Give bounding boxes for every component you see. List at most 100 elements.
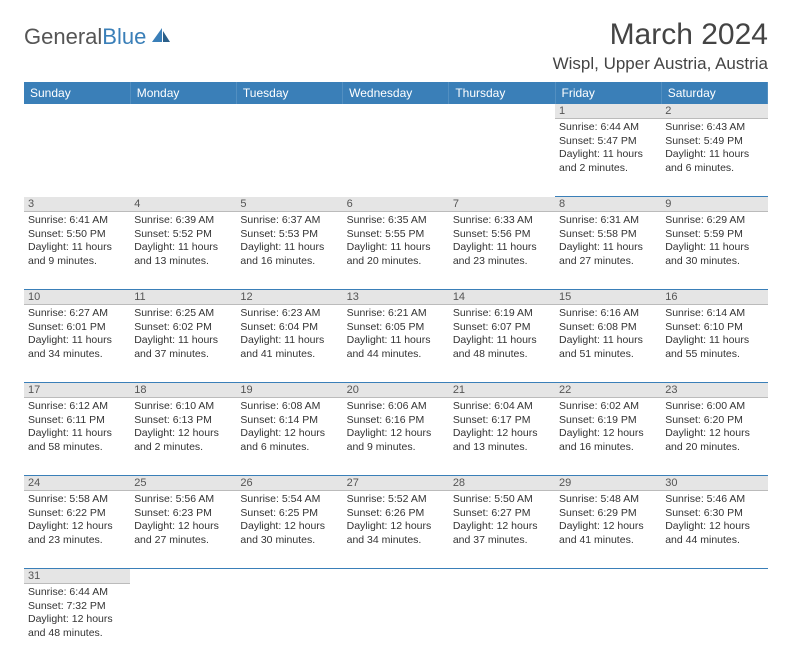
cell-line-day1: Daylight: 11 hours	[28, 427, 126, 441]
cell-content: Sunrise: 6:44 AMSunset: 7:32 PMDaylight:…	[24, 584, 130, 645]
cell-line-day1: Daylight: 12 hours	[28, 613, 126, 627]
cell-line-sunset: Sunset: 6:07 PM	[453, 321, 551, 335]
cell-line-sunrise: Sunrise: 6:04 AM	[453, 400, 551, 414]
cell-line-sunrise: Sunrise: 6:41 AM	[28, 214, 126, 228]
logo-general: General	[24, 24, 102, 49]
cell-line-sunrise: Sunrise: 6:02 AM	[559, 400, 657, 414]
cell-line-sunrise: Sunrise: 6:31 AM	[559, 214, 657, 228]
calendar-cell: Sunrise: 6:29 AMSunset: 5:59 PMDaylight:…	[661, 212, 767, 290]
cell-content: Sunrise: 6:41 AMSunset: 5:50 PMDaylight:…	[24, 212, 130, 273]
cell-line-day1: Daylight: 12 hours	[453, 520, 551, 534]
day-number: 27	[343, 476, 449, 491]
cell-line-day1: Daylight: 12 hours	[347, 427, 445, 441]
cell-line-sunset: Sunset: 6:04 PM	[240, 321, 338, 335]
cell-line-sunrise: Sunrise: 6:35 AM	[347, 214, 445, 228]
cell-line-day2: and 58 minutes.	[28, 441, 126, 455]
cell-line-day2: and 23 minutes.	[28, 534, 126, 548]
header: GeneralBlue March 2024 Wispl, Upper Aust…	[24, 18, 768, 74]
cell-line-sunset: Sunset: 6:08 PM	[559, 321, 657, 335]
cell-line-day2: and 13 minutes.	[134, 255, 232, 269]
cell-line-sunset: Sunset: 5:47 PM	[559, 135, 657, 149]
calendar-cell: Sunrise: 6:31 AMSunset: 5:58 PMDaylight:…	[555, 212, 661, 290]
cell-content: Sunrise: 5:56 AMSunset: 6:23 PMDaylight:…	[130, 491, 236, 552]
day-number: 14	[449, 290, 555, 305]
cell-content: Sunrise: 6:21 AMSunset: 6:05 PMDaylight:…	[343, 305, 449, 366]
cell-line-sunrise: Sunrise: 5:46 AM	[665, 493, 763, 507]
cell-line-sunrise: Sunrise: 6:27 AM	[28, 307, 126, 321]
cell-line-day2: and 34 minutes.	[347, 534, 445, 548]
cell-content: Sunrise: 5:50 AMSunset: 6:27 PMDaylight:…	[449, 491, 555, 552]
title-block: March 2024 Wispl, Upper Austria, Austria	[553, 18, 768, 74]
location: Wispl, Upper Austria, Austria	[553, 54, 768, 74]
day-number	[343, 104, 449, 119]
day-number: 4	[130, 197, 236, 212]
cell-line-day2: and 20 minutes.	[665, 441, 763, 455]
day-number	[449, 569, 555, 584]
day-header: Sunday	[24, 82, 130, 104]
cell-line-day2: and 34 minutes.	[28, 348, 126, 362]
cell-line-sunset: Sunset: 6:23 PM	[134, 507, 232, 521]
cell-line-day1: Daylight: 12 hours	[559, 427, 657, 441]
cell-content: Sunrise: 6:25 AMSunset: 6:02 PMDaylight:…	[130, 305, 236, 366]
calendar-cell: Sunrise: 6:39 AMSunset: 5:52 PMDaylight:…	[130, 212, 236, 290]
calendar-cell: Sunrise: 5:58 AMSunset: 6:22 PMDaylight:…	[24, 491, 130, 569]
day-header: Thursday	[449, 82, 555, 104]
calendar-cell: Sunrise: 6:27 AMSunset: 6:01 PMDaylight:…	[24, 305, 130, 383]
cell-line-day2: and 13 minutes.	[453, 441, 551, 455]
calendar-cell: Sunrise: 6:12 AMSunset: 6:11 PMDaylight:…	[24, 398, 130, 476]
calendar-cell	[236, 584, 342, 662]
calendar-cell	[236, 119, 342, 197]
day-number	[236, 104, 342, 119]
calendar-cell: Sunrise: 6:04 AMSunset: 6:17 PMDaylight:…	[449, 398, 555, 476]
cell-line-day2: and 9 minutes.	[28, 255, 126, 269]
day-header: Wednesday	[343, 82, 449, 104]
day-number-row: 3456789	[24, 197, 768, 212]
day-number	[236, 569, 342, 584]
cell-content: Sunrise: 6:35 AMSunset: 5:55 PMDaylight:…	[343, 212, 449, 273]
cell-line-day2: and 44 minutes.	[665, 534, 763, 548]
day-number	[661, 569, 767, 584]
cell-line-day2: and 27 minutes.	[559, 255, 657, 269]
calendar-week: Sunrise: 6:44 AMSunset: 5:47 PMDaylight:…	[24, 119, 768, 197]
cell-content: Sunrise: 6:10 AMSunset: 6:13 PMDaylight:…	[130, 398, 236, 459]
cell-line-day1: Daylight: 12 hours	[134, 520, 232, 534]
day-number	[24, 104, 130, 119]
cell-content: Sunrise: 6:39 AMSunset: 5:52 PMDaylight:…	[130, 212, 236, 273]
day-number: 1	[555, 104, 661, 119]
day-number-row: 31	[24, 569, 768, 584]
calendar-body: 12Sunrise: 6:44 AMSunset: 5:47 PMDayligh…	[24, 104, 768, 662]
cell-content: Sunrise: 5:58 AMSunset: 6:22 PMDaylight:…	[24, 491, 130, 552]
day-number: 22	[555, 383, 661, 398]
cell-line-day2: and 20 minutes.	[347, 255, 445, 269]
cell-line-sunset: Sunset: 5:52 PM	[134, 228, 232, 242]
cell-line-day1: Daylight: 12 hours	[240, 520, 338, 534]
cell-line-sunrise: Sunrise: 6:14 AM	[665, 307, 763, 321]
cell-line-sunset: Sunset: 6:26 PM	[347, 507, 445, 521]
cell-line-sunset: Sunset: 6:16 PM	[347, 414, 445, 428]
cell-line-sunset: Sunset: 6:10 PM	[665, 321, 763, 335]
cell-line-sunset: Sunset: 5:55 PM	[347, 228, 445, 242]
day-number	[130, 104, 236, 119]
cell-line-day1: Daylight: 11 hours	[559, 241, 657, 255]
cell-line-day2: and 30 minutes.	[665, 255, 763, 269]
cell-content: Sunrise: 6:06 AMSunset: 6:16 PMDaylight:…	[343, 398, 449, 459]
cell-line-day2: and 51 minutes.	[559, 348, 657, 362]
day-number-row: 24252627282930	[24, 476, 768, 491]
cell-content: Sunrise: 5:54 AMSunset: 6:25 PMDaylight:…	[236, 491, 342, 552]
calendar-cell: Sunrise: 6:44 AMSunset: 7:32 PMDaylight:…	[24, 584, 130, 662]
cell-line-day1: Daylight: 11 hours	[665, 334, 763, 348]
cell-content: Sunrise: 6:12 AMSunset: 6:11 PMDaylight:…	[24, 398, 130, 459]
cell-line-sunset: Sunset: 6:01 PM	[28, 321, 126, 335]
cell-content: Sunrise: 6:27 AMSunset: 6:01 PMDaylight:…	[24, 305, 130, 366]
calendar-cell: Sunrise: 6:44 AMSunset: 5:47 PMDaylight:…	[555, 119, 661, 197]
cell-line-sunset: Sunset: 5:53 PM	[240, 228, 338, 242]
cell-line-sunset: Sunset: 6:14 PM	[240, 414, 338, 428]
cell-line-sunrise: Sunrise: 6:44 AM	[559, 121, 657, 135]
calendar-cell: Sunrise: 6:23 AMSunset: 6:04 PMDaylight:…	[236, 305, 342, 383]
day-number	[449, 104, 555, 119]
calendar-cell: Sunrise: 6:43 AMSunset: 5:49 PMDaylight:…	[661, 119, 767, 197]
cell-content: Sunrise: 5:52 AMSunset: 6:26 PMDaylight:…	[343, 491, 449, 552]
cell-line-day2: and 2 minutes.	[134, 441, 232, 455]
cell-line-sunrise: Sunrise: 6:25 AM	[134, 307, 232, 321]
cell-line-sunrise: Sunrise: 5:58 AM	[28, 493, 126, 507]
